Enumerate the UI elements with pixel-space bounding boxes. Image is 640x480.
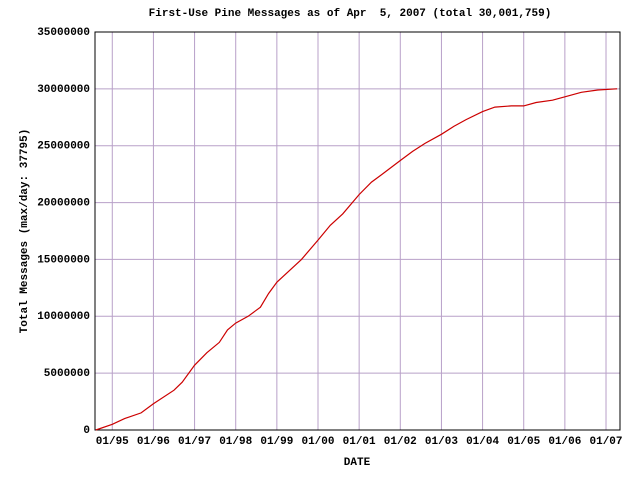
y-axis-label: Total Messages (max/day: 37795) bbox=[19, 129, 31, 334]
y-tick-label: 30000000 bbox=[37, 84, 90, 96]
plot-frame bbox=[94, 31, 621, 431]
y-tick-label: 35000000 bbox=[37, 27, 90, 39]
chart-title: First-Use Pine Messages as of Apr 5, 200… bbox=[149, 8, 552, 20]
x-tick-label: 01/98 bbox=[219, 436, 252, 448]
x-tick-label: 01/96 bbox=[137, 436, 170, 448]
y-tick-label: 5000000 bbox=[44, 368, 90, 380]
x-tick-label: 01/03 bbox=[425, 436, 458, 448]
x-axis-label: DATE bbox=[344, 457, 371, 469]
x-tick-label: 01/01 bbox=[343, 436, 376, 448]
x-tick-label: 01/97 bbox=[178, 436, 211, 448]
x-tick-label: 01/05 bbox=[507, 436, 540, 448]
x-tick-label: 01/99 bbox=[260, 436, 293, 448]
x-tick-label: 01/95 bbox=[96, 436, 129, 448]
x-tick-label: 01/04 bbox=[466, 436, 499, 448]
y-tick-label: 0 bbox=[83, 425, 90, 437]
y-tick-label: 20000000 bbox=[37, 197, 90, 209]
x-tick-label: 01/07 bbox=[590, 436, 623, 448]
data-line bbox=[95, 88, 618, 431]
x-tick-label: 01/06 bbox=[548, 436, 581, 448]
y-tick-label: 10000000 bbox=[37, 311, 90, 323]
x-tick-label: 01/00 bbox=[301, 436, 334, 448]
y-tick-label: 15000000 bbox=[37, 254, 90, 266]
y-tick-label: 25000000 bbox=[37, 141, 90, 153]
x-tick-label: 01/02 bbox=[384, 436, 417, 448]
